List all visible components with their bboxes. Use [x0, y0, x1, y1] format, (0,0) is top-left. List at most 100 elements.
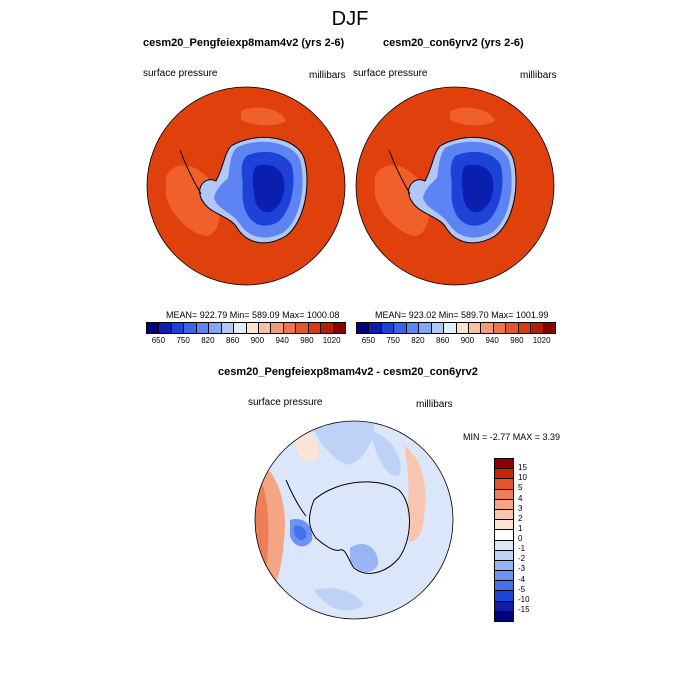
- negative-interior: [329, 489, 410, 579]
- colorbar-tick-label: 650: [361, 336, 376, 345]
- colorbar-swatch: [271, 323, 284, 333]
- colorbar-swatch: [495, 520, 513, 531]
- colorbar-swatch: [369, 323, 382, 333]
- colorbar-swatch: [308, 323, 322, 333]
- colorbar-tick-label: 940: [275, 336, 289, 345]
- colorbar-swatch: [543, 323, 555, 333]
- colorbar-swatch: [495, 499, 513, 510]
- negative-top: [309, 421, 375, 465]
- positive-northwest: [294, 430, 319, 462]
- colorbar-swatch: [495, 611, 513, 621]
- colorbar-tick-label: 750: [176, 336, 190, 345]
- panel2-units-label: millibars: [520, 70, 557, 81]
- panel1-units-label: millibars: [309, 70, 346, 81]
- colorbar-tick-label: -4: [518, 574, 526, 584]
- coastline: [199, 136, 308, 244]
- negative-east: [369, 430, 401, 476]
- colorbar-swatch: [394, 323, 407, 333]
- colorbar-tick-label: 900: [460, 336, 475, 345]
- colorbar-swatch: [495, 550, 513, 561]
- panel2-colorbar: [356, 322, 556, 334]
- colorbar-swatch: [495, 489, 513, 500]
- colorbar-swatch: [506, 323, 519, 333]
- colorbar-swatch: [321, 323, 334, 333]
- colorbar-tick-label: 820: [201, 336, 215, 345]
- colorbar-tick-label: 750: [386, 336, 400, 345]
- colorbar-tick-label: 940: [485, 336, 499, 345]
- colorbar-swatch: [495, 601, 513, 612]
- colorbar-swatch: [468, 323, 482, 333]
- colorbar-tick-label: -15: [518, 604, 530, 614]
- continent-summit: [252, 164, 285, 213]
- colorbar-tick-label: -1: [518, 544, 526, 554]
- colorbar-swatch: [444, 323, 457, 333]
- colorbar-swatch: [357, 323, 370, 333]
- panel2-variable-label: surface pressure: [353, 68, 428, 79]
- colorbar-tick-label: 4: [518, 493, 523, 503]
- colorbar-tick-label: 820: [411, 336, 425, 345]
- negative-ross-sea: [350, 544, 379, 573]
- panel3-colorbar: [494, 458, 514, 622]
- colorbar-swatch: [495, 540, 513, 551]
- colorbar-swatch: [184, 323, 197, 333]
- colorbar-tick-label: 980: [300, 336, 314, 345]
- colorbar-tick-label: 1: [518, 523, 523, 533]
- colorbar-tick-label: 15: [518, 463, 527, 473]
- colorbar-tick-label: 0: [518, 534, 523, 543]
- panel3-title: cesm20_Pengfeiexp8mam4v2 - cesm20_con6yr…: [218, 366, 478, 378]
- colorbar-swatch: [258, 323, 272, 333]
- colorbar-tick-label: 10: [518, 473, 527, 483]
- coastline: [309, 481, 410, 574]
- colorbar-swatch: [159, 323, 172, 333]
- colorbar-swatch: [221, 323, 235, 333]
- panel1-variable-label: surface pressure: [143, 68, 218, 79]
- panel3-units-label: millibars: [416, 399, 453, 410]
- panel2-title: cesm20_con6yrv2 (yrs 2-6): [383, 37, 524, 49]
- colorbar-swatch: [495, 469, 513, 480]
- panel2-stats: MEAN= 923.02 Min= 589.70 Max= 1001.99: [375, 310, 549, 320]
- colorbar-swatch: [171, 323, 185, 333]
- colorbar-tick-label: 650: [151, 336, 166, 345]
- colorbar-tick-label: -5: [518, 584, 526, 594]
- colorbar-swatch: [283, 323, 297, 333]
- colorbar-swatch: [495, 459, 513, 470]
- colorbar-swatch: [495, 479, 513, 490]
- panel3-stats: MIN = -2.77 MAX = 3.39: [463, 432, 561, 442]
- colorbar-swatch: [456, 323, 469, 333]
- colorbar-swatch: [518, 323, 532, 333]
- peninsula-coast: [179, 149, 202, 195]
- colorbar-tick-label: -10: [518, 594, 530, 604]
- colorbar-tick-label: 860: [435, 336, 450, 345]
- high-band-top: [241, 107, 286, 126]
- page-title: DJF: [331, 8, 369, 30]
- colorbar-swatch: [196, 323, 210, 333]
- colorbar-swatch: [495, 571, 513, 582]
- colorbar-swatch: [234, 323, 247, 333]
- peninsula-coast: [285, 479, 307, 517]
- peninsula-coast: [388, 149, 411, 195]
- colorbar-tick-label: 3: [518, 503, 523, 513]
- colorbar-tick-label: 1020: [532, 336, 551, 345]
- negative-weddell-core: [294, 525, 307, 540]
- panel1-polar-map: [146, 86, 346, 286]
- colorbar-tick-label: 5: [518, 483, 523, 493]
- colorbar-swatch: [495, 591, 513, 602]
- coastline: [408, 136, 517, 244]
- colorbar-swatch: [481, 323, 494, 333]
- colorbar-swatch: [296, 323, 309, 333]
- colorbar-swatch: [493, 323, 507, 333]
- colorbar-swatch: [495, 581, 513, 592]
- high-band-top: [450, 107, 495, 126]
- colorbar-tick-label: 980: [510, 336, 524, 345]
- panel1-stats: MEAN= 922.79 Min= 589.09 Max= 1000.08: [166, 310, 340, 320]
- colorbar-swatch: [381, 323, 395, 333]
- colorbar-swatch: [495, 530, 513, 541]
- panel1-title: cesm20_Pengfeiexp8mam4v2 (yrs 2-6): [143, 37, 345, 49]
- colorbar-swatch: [333, 323, 345, 333]
- colorbar-swatch: [531, 323, 544, 333]
- colorbar-tick-label: 860: [225, 336, 240, 345]
- panel2-polar-map: [355, 86, 555, 286]
- colorbar-swatch: [495, 509, 513, 521]
- colorbar-tick-label: 1020: [322, 336, 341, 345]
- colorbar-tick-label: -2: [518, 554, 526, 564]
